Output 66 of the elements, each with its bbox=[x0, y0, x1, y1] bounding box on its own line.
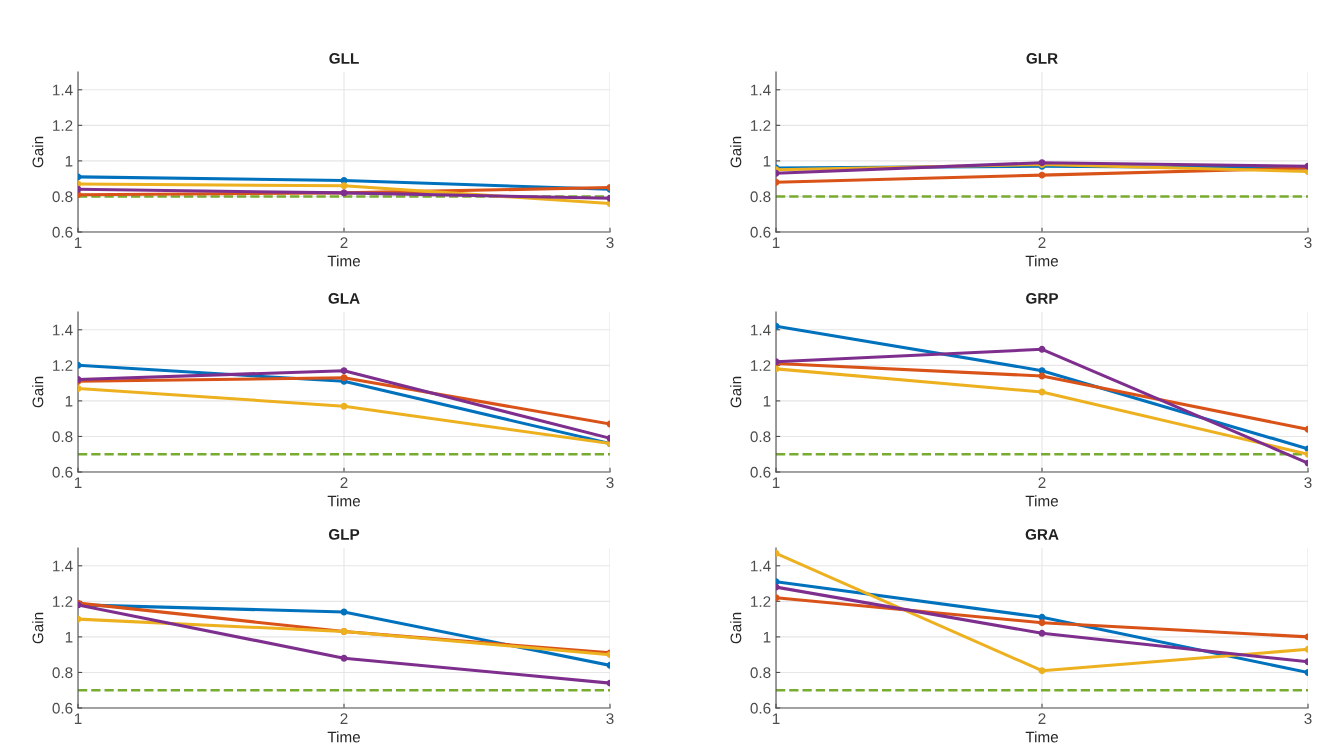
y-tick-label: 1.2 bbox=[751, 596, 771, 607]
y-tick-label: 1.4 bbox=[53, 84, 73, 96]
y-tick-label: 0.8 bbox=[750, 667, 771, 679]
y-tick-label: 1.4 bbox=[53, 560, 73, 572]
x-tick-label: 1 bbox=[74, 237, 82, 248]
y-tick-label: 1.2 bbox=[53, 120, 73, 131]
x-tick-label: 3 bbox=[606, 237, 614, 249]
x-tick-label: 1 bbox=[772, 713, 780, 724]
y-axis-title: Gain bbox=[32, 612, 44, 644]
y-axis-title: Gain bbox=[32, 136, 44, 168]
x-tick-label: 3 bbox=[1304, 713, 1312, 725]
chart-title: GLA bbox=[328, 293, 360, 304]
y-tick-label: 1.2 bbox=[53, 596, 73, 607]
x-tick-label: 3 bbox=[1304, 477, 1312, 489]
y-tick-label: 0.8 bbox=[52, 191, 73, 203]
x-tick-label: 2 bbox=[340, 477, 348, 488]
y-tick-label: 0.6 bbox=[750, 702, 771, 714]
chart-title: GLP bbox=[328, 529, 360, 540]
y-axis-title: Gain bbox=[32, 376, 44, 408]
chart-title: GRA bbox=[1025, 529, 1059, 540]
x-tick-label: 3 bbox=[606, 477, 614, 489]
x-axis-title: Time bbox=[1025, 255, 1059, 267]
x-axis-title: Time bbox=[1025, 495, 1059, 507]
y-tick-label: 1.2 bbox=[751, 120, 771, 131]
chart-title: GLR bbox=[1026, 53, 1058, 64]
x-axis-title: Time bbox=[327, 255, 361, 267]
y-axis-title: Gain bbox=[730, 136, 742, 168]
y-tick-label: 0.6 bbox=[52, 466, 73, 478]
y-tick-label: 1.2 bbox=[53, 360, 73, 371]
y-tick-label: 0.8 bbox=[52, 431, 73, 443]
y-tick-label: 1 bbox=[65, 395, 73, 407]
y-tick-label: 1.4 bbox=[53, 324, 73, 336]
x-tick-label: 1 bbox=[772, 237, 780, 248]
x-tick-label: 2 bbox=[340, 713, 348, 724]
y-tick-label: 0.6 bbox=[750, 226, 771, 238]
y-tick-label: 1 bbox=[763, 155, 771, 167]
y-tick-label: 0.6 bbox=[52, 226, 73, 238]
y-tick-label: 1.4 bbox=[751, 560, 771, 572]
x-axis-title: Time bbox=[327, 731, 361, 743]
y-tick-label: 0.6 bbox=[750, 466, 771, 478]
y-tick-label: 0.8 bbox=[750, 191, 771, 203]
y-tick-label: 1.2 bbox=[751, 360, 771, 371]
y-axis-title: Gain bbox=[730, 376, 742, 408]
y-tick-label: 1 bbox=[65, 155, 73, 167]
y-tick-label: 1 bbox=[763, 631, 771, 643]
x-axis-title: Time bbox=[327, 495, 361, 507]
x-axis-title: Time bbox=[1025, 731, 1059, 743]
y-tick-label: 0.6 bbox=[52, 702, 73, 714]
y-tick-label: 1.4 bbox=[751, 324, 771, 336]
y-tick-label: 1 bbox=[763, 395, 771, 407]
x-tick-label: 1 bbox=[74, 713, 82, 724]
x-tick-label: 2 bbox=[340, 237, 348, 248]
y-tick-label: 0.8 bbox=[750, 431, 771, 443]
x-tick-label: 3 bbox=[1304, 237, 1312, 249]
y-tick-label: 0.8 bbox=[52, 667, 73, 679]
y-tick-label: 1.4 bbox=[751, 84, 771, 96]
x-tick-label: 2 bbox=[1038, 713, 1046, 724]
x-tick-label: 1 bbox=[772, 477, 780, 488]
chart-title: GRP bbox=[1026, 293, 1059, 304]
x-tick-label: 2 bbox=[1038, 477, 1046, 488]
x-tick-label: 1 bbox=[74, 477, 82, 488]
x-tick-label: 3 bbox=[606, 713, 614, 725]
y-axis-title: Gain bbox=[730, 612, 742, 644]
x-tick-label: 2 bbox=[1038, 237, 1046, 248]
y-tick-label: 1 bbox=[65, 631, 73, 643]
chart-title: GLL bbox=[329, 53, 359, 64]
